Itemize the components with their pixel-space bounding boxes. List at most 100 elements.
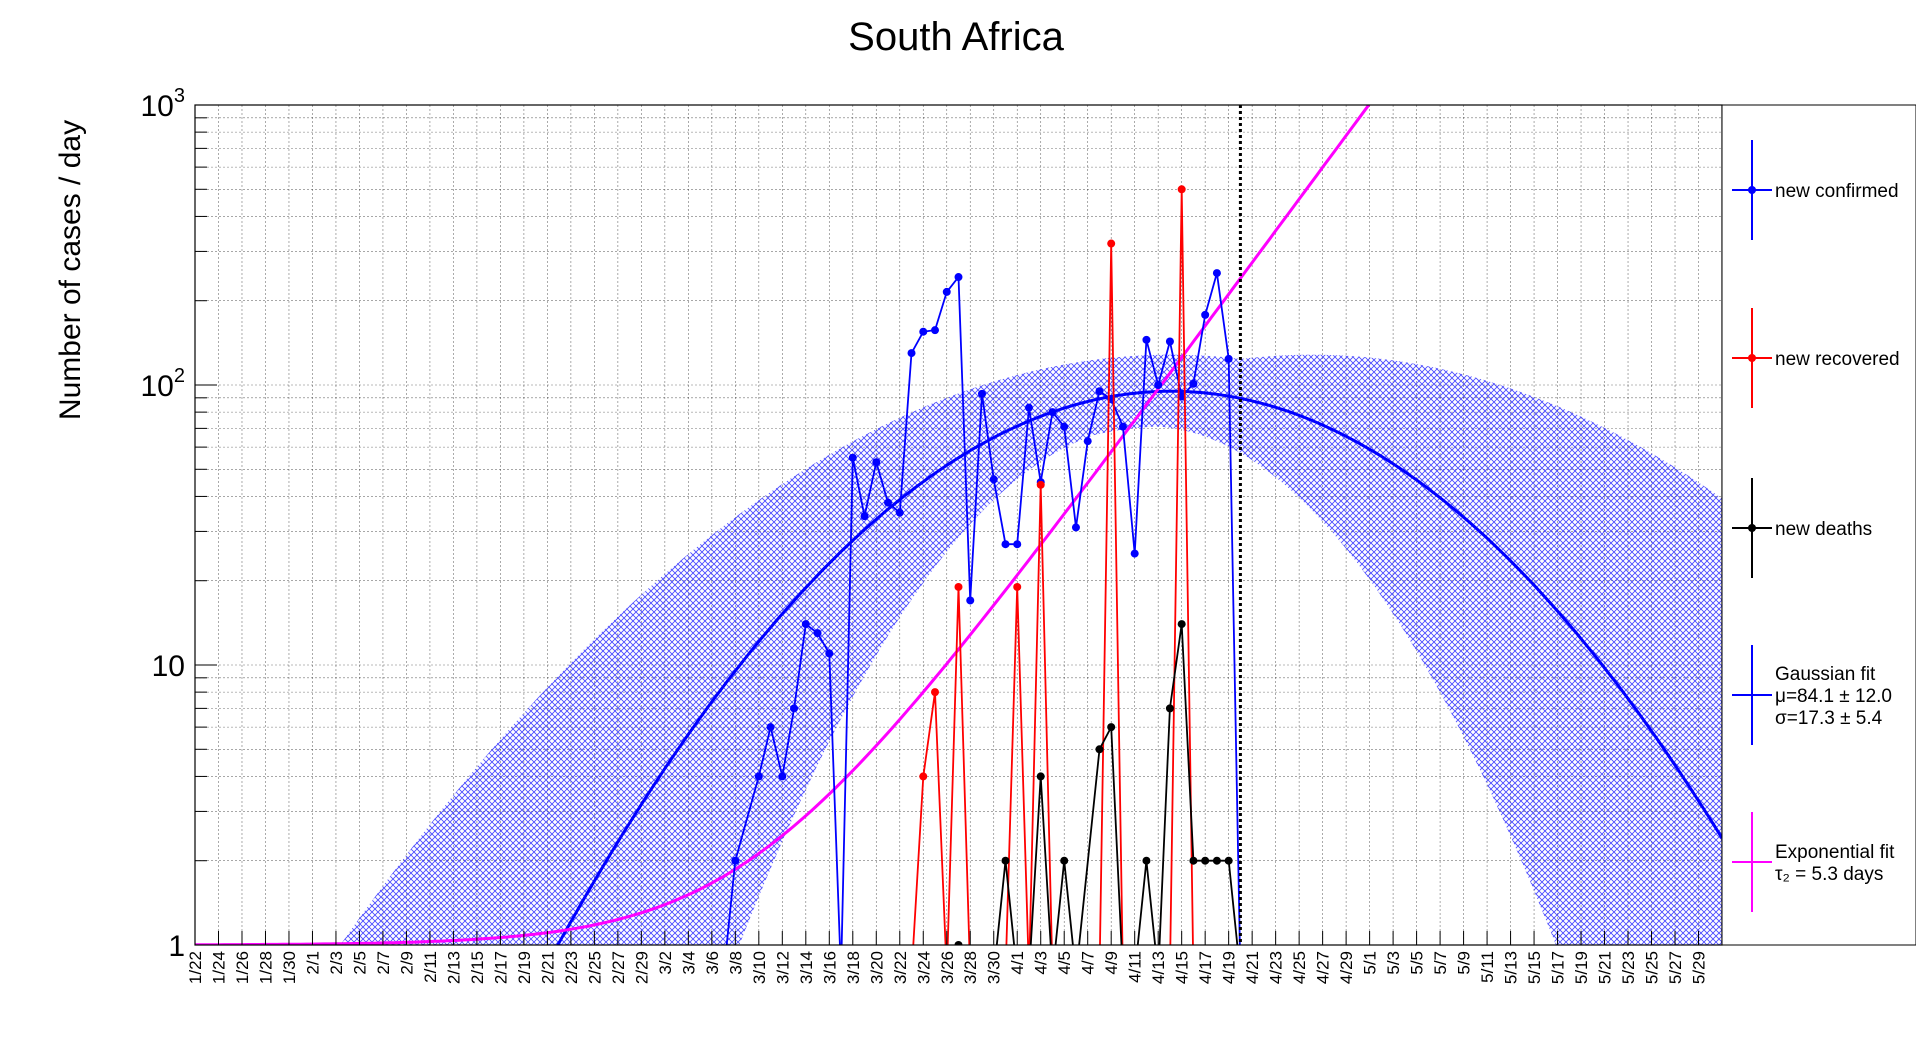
new-confirmed-point bbox=[1130, 549, 1139, 558]
legend-marker bbox=[1748, 186, 1756, 194]
new-confirmed-point bbox=[1224, 354, 1233, 363]
new-confirmed-point bbox=[860, 512, 869, 521]
legend-marker bbox=[1748, 524, 1756, 532]
new-confirmed-point bbox=[790, 704, 799, 713]
new-confirmed-point bbox=[754, 772, 763, 781]
new-recovered-point bbox=[931, 688, 940, 697]
new-confirmed-point bbox=[1154, 381, 1163, 389]
new-confirmed-point bbox=[1083, 437, 1092, 446]
new-confirmed-point bbox=[954, 273, 963, 282]
new-deaths-point bbox=[1224, 856, 1233, 865]
new-deaths-point bbox=[1142, 856, 1151, 865]
new-deaths-point bbox=[1177, 620, 1186, 629]
x-tick-label: 2/27 bbox=[609, 951, 628, 984]
new-confirmed-point bbox=[778, 772, 787, 781]
gaussian-uncertainty-band bbox=[340, 354, 1722, 945]
x-tick-label: 3/20 bbox=[867, 951, 886, 984]
x-tick-label: 5/29 bbox=[1690, 951, 1709, 984]
legend-label: Gaussian fit bbox=[1775, 664, 1876, 685]
x-tick-label: 2/9 bbox=[397, 951, 416, 975]
x-tick-label: 3/28 bbox=[961, 951, 980, 984]
new-confirmed-point bbox=[1048, 408, 1057, 417]
new-confirmed-point bbox=[872, 458, 881, 467]
x-tick-label: 4/3 bbox=[1032, 951, 1051, 975]
new-deaths-point bbox=[1189, 856, 1198, 865]
x-tick-label: 3/14 bbox=[797, 951, 816, 984]
x-tick-label: 5/21 bbox=[1596, 951, 1615, 984]
x-tick-label: 2/23 bbox=[562, 951, 581, 984]
x-tick-label: 5/19 bbox=[1572, 951, 1591, 984]
new-confirmed-point bbox=[1118, 422, 1127, 431]
x-tick-label: 3/16 bbox=[820, 951, 839, 984]
y-tick-exponent: 2 bbox=[174, 365, 185, 387]
x-tick-label: 5/9 bbox=[1455, 951, 1474, 975]
x-tick-label: 2/29 bbox=[632, 951, 651, 984]
new-confirmed-point bbox=[919, 327, 928, 336]
new-deaths-line bbox=[957, 623, 1239, 945]
new-deaths-point bbox=[1107, 723, 1116, 732]
x-tick-label: 5/23 bbox=[1619, 951, 1638, 984]
new-confirmed-point bbox=[1189, 379, 1198, 388]
new-deaths-point bbox=[1165, 704, 1174, 713]
x-tick-label: 4/11 bbox=[1126, 951, 1145, 983]
legend-label: τ₂ = 5.3 days bbox=[1775, 864, 1883, 885]
legend: new confirmed new recovered new deaths Gaus… bbox=[1721, 104, 1916, 946]
x-tick-label: 3/6 bbox=[703, 951, 722, 975]
legend-label: new confirmed bbox=[1775, 181, 1899, 202]
x-tick-label: 3/4 bbox=[679, 951, 698, 975]
x-tick-label: 4/1 bbox=[1008, 951, 1027, 975]
x-tick-label: 4/15 bbox=[1173, 951, 1192, 984]
new-confirmed-point bbox=[766, 723, 775, 732]
new-confirmed-point bbox=[942, 287, 951, 296]
data-series bbox=[725, 185, 1241, 945]
x-tick-label: 2/21 bbox=[538, 951, 557, 984]
y-axis-label: Number of cases / day bbox=[54, 120, 87, 420]
new-recovered-point bbox=[1177, 185, 1186, 194]
x-tick-label: 2/15 bbox=[468, 951, 487, 984]
y-tick-exponent: 3 bbox=[174, 85, 185, 107]
new-recovered-point bbox=[1036, 480, 1045, 489]
x-tick-label: 3/12 bbox=[773, 951, 792, 984]
x-tick-label: 3/10 bbox=[750, 951, 769, 984]
new-confirmed-point bbox=[931, 326, 940, 335]
y-tick-label: 102 bbox=[141, 365, 186, 403]
new-confirmed-point bbox=[1095, 387, 1104, 396]
legend-label: Exponential fit bbox=[1775, 842, 1895, 863]
x-tick-label: 2/17 bbox=[491, 951, 510, 984]
x-tick-label: 4/17 bbox=[1196, 951, 1215, 984]
new-confirmed-point bbox=[1177, 392, 1186, 401]
x-tick-label: 5/13 bbox=[1502, 951, 1521, 984]
x-tick-label: 4/21 bbox=[1243, 951, 1262, 984]
x-tick-label: 3/8 bbox=[726, 951, 745, 975]
new-confirmed-point bbox=[848, 453, 857, 462]
x-tick-label: 1/28 bbox=[257, 951, 276, 984]
x-tick-label: 4/7 bbox=[1079, 951, 1098, 975]
y-tick-label: 1 bbox=[168, 930, 185, 963]
new-confirmed-point bbox=[907, 349, 916, 358]
new-recovered-point bbox=[954, 582, 963, 591]
x-tick-label: 5/15 bbox=[1525, 951, 1544, 984]
new-confirmed-point bbox=[801, 620, 810, 629]
x-tick-label: 2/19 bbox=[515, 951, 534, 984]
x-tick-label: 4/23 bbox=[1267, 951, 1286, 984]
new-recovered-line bbox=[912, 189, 1194, 945]
legend-label: new deaths bbox=[1775, 519, 1872, 540]
x-tick-label: 2/13 bbox=[444, 951, 463, 984]
new-confirmed-point bbox=[813, 629, 822, 638]
new-recovered-point bbox=[1013, 582, 1022, 591]
x-tick-label: 3/2 bbox=[656, 951, 675, 975]
x-tick-label: 2/7 bbox=[374, 951, 393, 975]
new-confirmed-point bbox=[1060, 422, 1069, 431]
new-confirmed-point bbox=[989, 475, 998, 484]
new-deaths-point bbox=[1095, 745, 1104, 754]
legend-label: σ=17.3 ± 5.4 bbox=[1775, 708, 1883, 729]
legend-marker bbox=[1748, 354, 1756, 362]
new-confirmed-point bbox=[825, 649, 834, 658]
x-tick-label: 1/30 bbox=[280, 951, 299, 984]
x-tick-label: 4/29 bbox=[1337, 951, 1356, 984]
new-confirmed-point bbox=[1013, 540, 1022, 549]
new-confirmed-point bbox=[1201, 310, 1210, 319]
new-deaths-point bbox=[1060, 856, 1069, 865]
new-confirmed-point bbox=[731, 856, 740, 865]
